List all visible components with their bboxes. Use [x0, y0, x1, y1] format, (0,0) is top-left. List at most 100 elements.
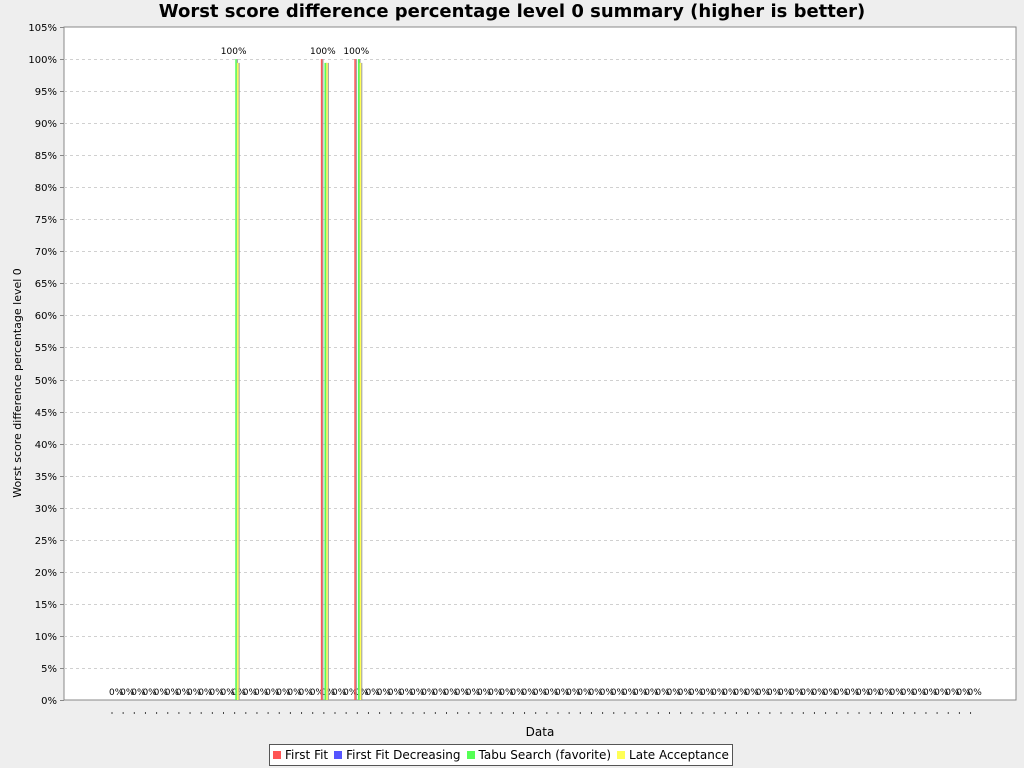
data-label: 0%	[722, 688, 737, 698]
bar-shadow	[361, 62, 363, 701]
legend-item: Tabu Search (favorite)	[466, 748, 612, 762]
data-label: 0%	[845, 688, 860, 698]
data-label: 0%	[678, 688, 693, 698]
data-label: 0%	[923, 688, 938, 698]
data-label: 0%	[566, 688, 581, 698]
y-tick-label: 95%	[35, 87, 57, 98]
y-tick-label: 85%	[35, 151, 57, 162]
data-label: 0%	[890, 688, 905, 698]
y-tick-label: 105%	[28, 23, 57, 34]
data-label: 0%	[644, 688, 659, 698]
y-tick-label: 55%	[35, 343, 57, 354]
data-label: 0%	[711, 688, 726, 698]
legend-label: First Fit	[285, 748, 329, 762]
data-label: 0%	[700, 688, 715, 698]
data-label: 0%	[600, 688, 615, 698]
x-axis-label: Data	[526, 725, 555, 739]
data-label: 0%	[867, 688, 882, 698]
y-tick-label: 5%	[41, 664, 57, 675]
data-label: 0%	[388, 688, 403, 698]
data-label: 0%	[299, 688, 314, 698]
chart-title: Worst score difference percentage level …	[158, 1, 866, 22]
data-label: 0%	[655, 688, 670, 698]
data-label: 0%	[109, 688, 124, 698]
data-label: 0%	[912, 688, 927, 698]
data-label: 0%	[510, 688, 525, 698]
bar-2	[235, 59, 237, 701]
legend-swatch	[617, 751, 626, 759]
y-tick-label: 30%	[35, 504, 57, 515]
bar-3	[359, 62, 362, 701]
data-label: 0%	[834, 688, 849, 698]
y-tick-label: 35%	[35, 472, 57, 483]
data-label: 0%	[154, 688, 169, 698]
data-label: 0%	[789, 688, 804, 698]
data-label: 0%	[878, 688, 893, 698]
y-tick-label: 60%	[35, 311, 57, 322]
y-tick-label: 0%	[41, 696, 57, 707]
legend-item: Late Acceptance	[617, 748, 729, 762]
y-tick-label: 10%	[35, 632, 57, 643]
data-label: 0%	[466, 688, 481, 698]
data-label: 0%	[243, 688, 258, 698]
data-label: 0%	[142, 688, 157, 698]
data-label: 0%	[455, 688, 470, 698]
data-label: 0%	[187, 688, 202, 698]
data-label: 0%	[499, 688, 514, 698]
bar-3	[237, 62, 239, 701]
data-label: 0%	[544, 688, 559, 698]
bar-3	[326, 62, 328, 701]
data-label: 0%	[934, 688, 949, 698]
y-tick-label: 90%	[35, 119, 57, 130]
bar-shadow	[238, 62, 240, 701]
data-label: 0%	[767, 688, 782, 698]
data-label: 0%	[120, 688, 135, 698]
data-label: 0%	[254, 688, 269, 698]
data-label: 0%	[488, 688, 503, 698]
data-label: 100%	[343, 47, 369, 57]
data-label: 0%	[221, 688, 236, 698]
data-label: 0%	[365, 688, 380, 698]
y-tick-label: 15%	[35, 600, 57, 611]
data-label: 0%	[165, 688, 180, 698]
legend-swatch	[334, 751, 343, 759]
data-label: 0%	[265, 688, 280, 698]
y-tick-label: 80%	[35, 183, 57, 194]
data-label: 0%	[555, 688, 570, 698]
data-label: 0%	[901, 688, 916, 698]
chart-legend: First Fit First Fit Decreasing Tabu Search…	[269, 744, 733, 766]
data-label: 0%	[198, 688, 213, 698]
data-label: 0%	[733, 688, 748, 698]
bar-shadow	[322, 59, 324, 701]
y-tick-label: 45%	[35, 408, 57, 419]
data-label: 100%	[310, 47, 336, 57]
y-axis-label: Worst score difference percentage level …	[11, 268, 24, 498]
legend-swatch	[273, 751, 281, 759]
data-label: 0%	[131, 688, 146, 698]
plot-area: 0% 5% 10% 15% 20% 25% 30% 35% 40% 45% 50% 55% 60% 65%…	[28, 23, 1017, 714]
y-tick-label: 20%	[35, 568, 57, 579]
data-label: 0%	[533, 688, 548, 698]
y-tick-label: 70%	[35, 247, 57, 258]
data-label: 0%	[577, 688, 592, 698]
data-label: 0%	[588, 688, 603, 698]
data-label: 0%	[756, 688, 771, 698]
data-label: 0%	[667, 688, 682, 698]
data-label: 100%	[221, 47, 247, 57]
data-label: 0%	[310, 688, 325, 698]
data-label: 0%	[689, 688, 704, 698]
data-label: 0%	[176, 688, 191, 698]
bar-shadow	[327, 62, 329, 701]
data-label: 0%	[622, 688, 637, 698]
data-label: 0%	[399, 688, 414, 698]
legend-label: Tabu Search (favorite)	[478, 748, 612, 762]
data-label: 0%	[332, 688, 347, 698]
bar-2	[357, 59, 360, 701]
data-label: 0%	[611, 688, 626, 698]
legend-label: First Fit Decreasing	[346, 748, 461, 762]
bar-0	[320, 59, 323, 701]
data-label: 0%	[945, 688, 960, 698]
y-tick-label: 50%	[35, 376, 57, 387]
data-label: 0%	[444, 688, 459, 698]
